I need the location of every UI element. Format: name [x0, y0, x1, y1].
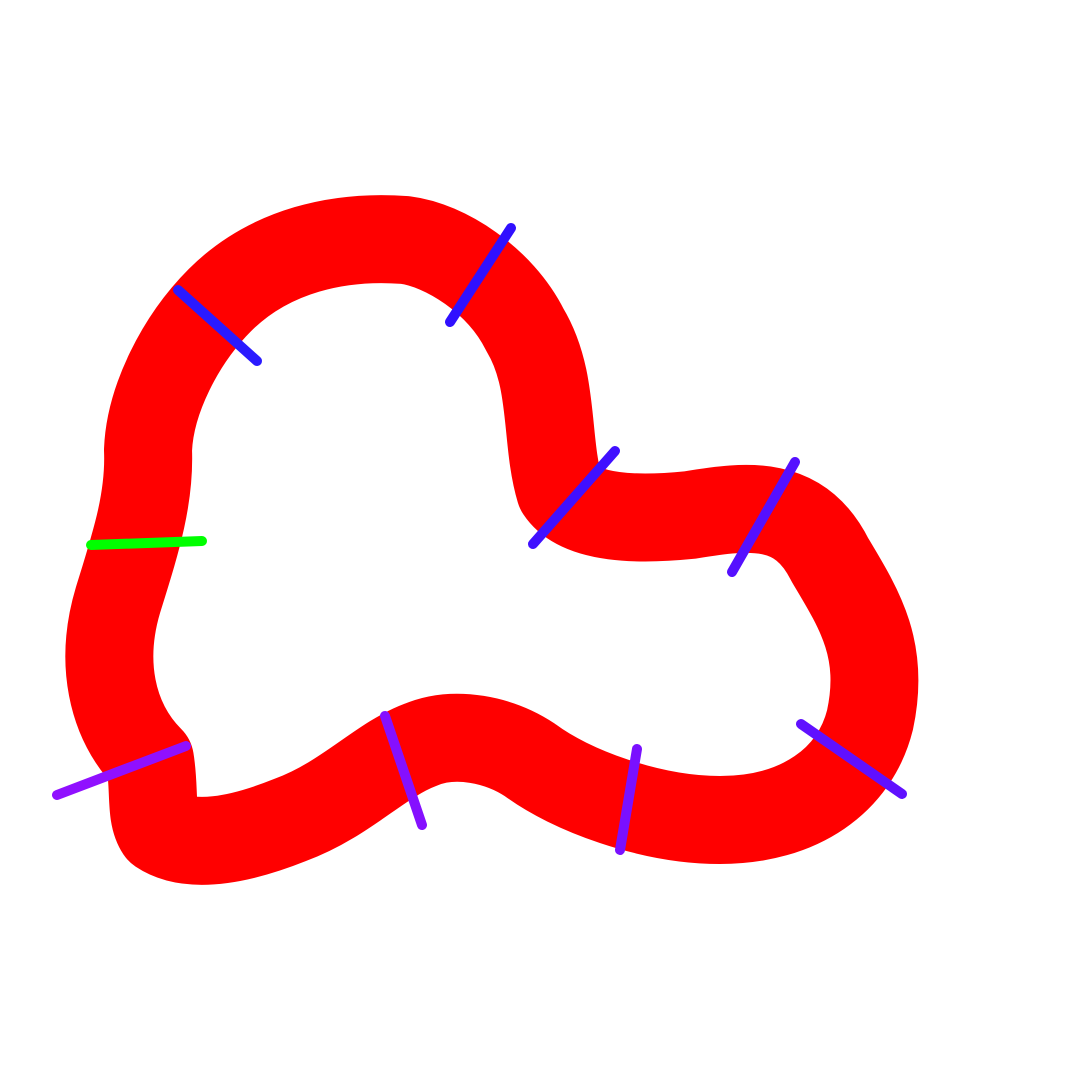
checkpoint-6: [615, 744, 642, 855]
checkpoint-4: [727, 457, 800, 577]
start-finish-line: [86, 536, 207, 550]
checkpoint-3: [528, 446, 620, 549]
checkpoint-2: [445, 223, 516, 327]
checkpoint-8: [52, 741, 191, 800]
checkpoint-5: [796, 719, 907, 799]
race-track: [65, 195, 919, 885]
checkpoint-1: [173, 285, 262, 366]
checkpoint-7: [380, 711, 427, 830]
